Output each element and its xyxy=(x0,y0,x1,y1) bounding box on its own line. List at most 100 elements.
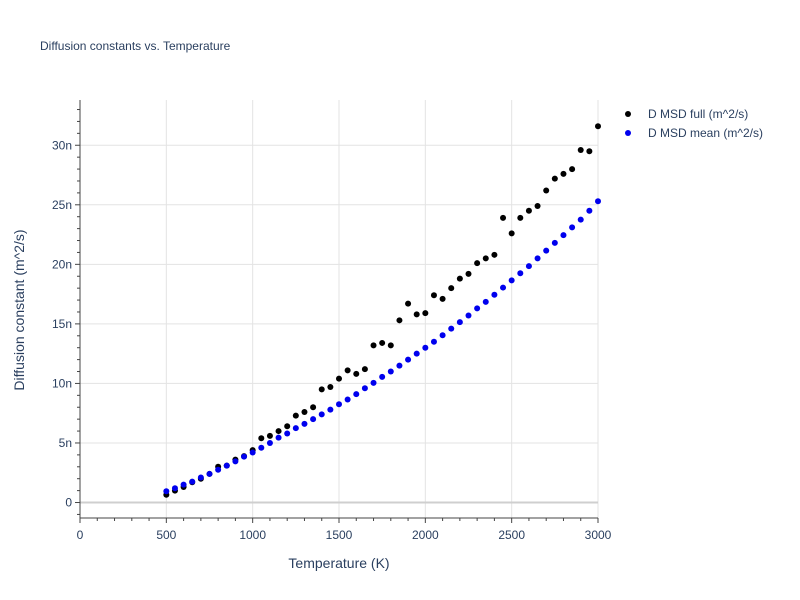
point-full[interactable] xyxy=(266,432,273,439)
point-mean[interactable] xyxy=(482,298,489,305)
point-mean[interactable] xyxy=(448,325,455,332)
point-full[interactable] xyxy=(430,292,437,299)
point-mean[interactable] xyxy=(163,488,170,495)
point-mean[interactable] xyxy=(595,198,601,205)
point-full[interactable] xyxy=(482,255,489,262)
point-full[interactable] xyxy=(284,423,291,430)
point-full[interactable] xyxy=(275,428,282,435)
point-full[interactable] xyxy=(405,300,412,307)
point-mean[interactable] xyxy=(491,291,498,298)
point-mean[interactable] xyxy=(430,338,437,345)
point-mean[interactable] xyxy=(560,232,567,239)
point-full[interactable] xyxy=(310,404,317,411)
point-mean[interactable] xyxy=(284,430,291,437)
point-full[interactable] xyxy=(534,202,541,209)
point-mean[interactable] xyxy=(551,239,558,246)
point-full[interactable] xyxy=(301,409,308,416)
point-mean[interactable] xyxy=(439,332,446,339)
legend-item-full[interactable]: D MSD full (m^2/s) xyxy=(625,107,748,121)
point-mean[interactable] xyxy=(189,478,196,485)
point-mean[interactable] xyxy=(508,277,515,284)
point-full[interactable] xyxy=(370,342,377,349)
point-mean[interactable] xyxy=(275,434,282,441)
point-full[interactable] xyxy=(560,170,567,177)
point-mean[interactable] xyxy=(456,319,463,326)
point-mean[interactable] xyxy=(413,350,420,357)
point-mean[interactable] xyxy=(534,255,541,262)
point-full[interactable] xyxy=(508,230,515,237)
point-full[interactable] xyxy=(595,123,601,130)
point-mean[interactable] xyxy=(249,449,256,456)
point-full[interactable] xyxy=(413,311,420,318)
point-mean[interactable] xyxy=(370,379,377,386)
point-mean[interactable] xyxy=(266,439,273,446)
point-mean[interactable] xyxy=(241,453,248,460)
legend-marker-full xyxy=(625,111,631,117)
point-full[interactable] xyxy=(379,339,386,346)
legend[interactable]: D MSD full (m^2/s) D MSD mean (m^2/s) xyxy=(625,107,763,140)
point-full[interactable] xyxy=(474,260,481,267)
point-full[interactable] xyxy=(517,214,524,221)
point-mean[interactable] xyxy=(474,305,481,312)
point-full[interactable] xyxy=(491,251,498,258)
point-full[interactable] xyxy=(551,175,558,182)
point-full[interactable] xyxy=(456,275,463,282)
point-mean[interactable] xyxy=(301,420,308,427)
point-full[interactable] xyxy=(577,147,584,154)
point-mean[interactable] xyxy=(577,216,584,223)
legend-label-full: D MSD full (m^2/s) xyxy=(648,107,748,121)
point-full[interactable] xyxy=(353,370,360,377)
y-tick-label: 20n xyxy=(52,257,72,271)
point-full[interactable] xyxy=(396,317,403,324)
point-mean[interactable] xyxy=(361,385,368,392)
point-mean[interactable] xyxy=(344,396,351,403)
point-mean[interactable] xyxy=(197,474,204,481)
point-full[interactable] xyxy=(500,214,507,221)
point-mean[interactable] xyxy=(422,344,429,351)
point-mean[interactable] xyxy=(586,207,593,214)
point-mean[interactable] xyxy=(569,224,576,231)
point-mean[interactable] xyxy=(517,270,524,277)
point-mean[interactable] xyxy=(318,411,325,418)
point-full[interactable] xyxy=(344,367,351,374)
point-mean[interactable] xyxy=(396,362,403,369)
point-mean[interactable] xyxy=(223,462,230,469)
point-mean[interactable] xyxy=(292,425,299,432)
point-full[interactable] xyxy=(569,166,576,173)
point-full[interactable] xyxy=(422,310,429,317)
point-full[interactable] xyxy=(586,148,593,155)
point-mean[interactable] xyxy=(310,416,317,423)
point-mean[interactable] xyxy=(171,485,178,492)
point-mean[interactable] xyxy=(180,481,187,488)
point-mean[interactable] xyxy=(232,458,239,465)
point-full[interactable] xyxy=(292,412,299,419)
point-full[interactable] xyxy=(525,207,532,214)
point-full[interactable] xyxy=(387,342,394,349)
point-mean[interactable] xyxy=(258,444,265,451)
point-mean[interactable] xyxy=(215,466,222,473)
point-mean[interactable] xyxy=(465,312,472,319)
point-mean[interactable] xyxy=(353,391,360,398)
point-mean[interactable] xyxy=(336,401,342,408)
point-mean[interactable] xyxy=(206,470,213,477)
point-full[interactable] xyxy=(318,386,325,393)
scatter-points[interactable] xyxy=(163,123,601,498)
point-full[interactable] xyxy=(439,295,446,302)
point-full[interactable] xyxy=(448,285,455,292)
point-mean[interactable] xyxy=(525,263,532,270)
point-mean[interactable] xyxy=(405,356,412,363)
point-full[interactable] xyxy=(465,270,472,277)
point-mean[interactable] xyxy=(500,284,507,291)
point-full[interactable] xyxy=(336,375,342,382)
point-full[interactable] xyxy=(327,384,334,391)
point-full[interactable] xyxy=(258,435,265,442)
point-mean[interactable] xyxy=(379,373,386,380)
point-mean[interactable] xyxy=(387,368,394,375)
point-mean[interactable] xyxy=(327,406,334,413)
series-full xyxy=(163,123,601,498)
point-mean[interactable] xyxy=(543,247,550,254)
point-full[interactable] xyxy=(543,187,550,194)
point-full[interactable] xyxy=(361,366,368,373)
legend-item-mean[interactable]: D MSD mean (m^2/s) xyxy=(625,126,763,140)
x-tick-label: 2500 xyxy=(498,528,525,542)
